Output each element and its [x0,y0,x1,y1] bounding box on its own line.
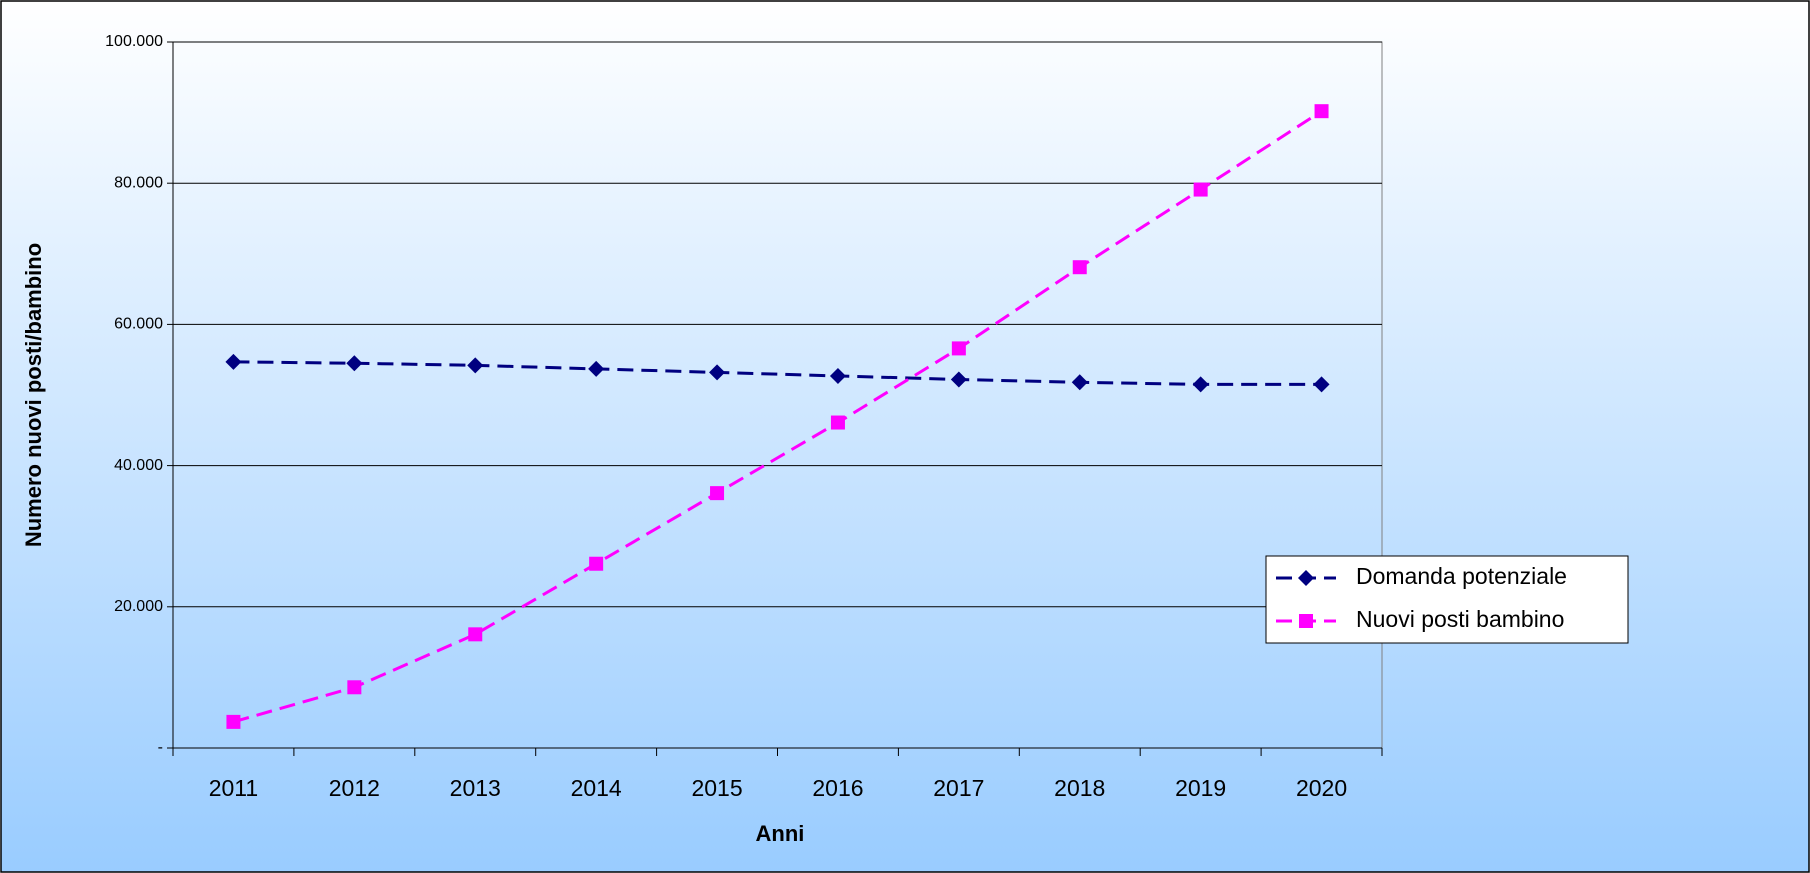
data-point [1194,183,1208,197]
x-tick-label: 2020 [1296,775,1347,801]
legend-marker [1299,614,1313,628]
x-tick-label: 2011 [209,775,258,801]
y-tick-label: - [158,739,163,756]
chart: Anni Numero nuovi posti/bambino - 20.000 4… [0,0,1810,873]
y-tick-label: 40.000 [114,457,163,474]
legend-label: Domanda potenziale [1356,563,1567,589]
data-point [710,486,724,500]
y-tick-label: 80.000 [114,174,163,191]
y-axis-title: Numero nuovi posti/bambino [21,243,46,547]
y-tick-label: 100.000 [105,33,163,50]
data-point [1315,104,1329,118]
x-tick-label: 2018 [1054,775,1105,801]
x-tick-label: 2019 [1175,775,1226,801]
y-tick-label: 20.000 [114,598,163,615]
x-tick-label: 2013 [450,775,501,801]
y-tick-label: 60.000 [114,316,163,333]
x-tick-label: 2014 [571,775,622,801]
x-tick-label: 2016 [812,775,863,801]
chart-background [1,1,1809,872]
data-point [831,416,845,430]
data-point [226,715,240,729]
x-tick-label: 2017 [933,775,984,801]
legend-label: Nuovi posti bambino [1356,606,1564,632]
data-point [1073,260,1087,274]
x-axis-title: Anni [756,821,805,846]
x-tick-label: 2012 [329,775,380,801]
data-point [589,557,603,571]
x-tick-label: 2015 [691,775,742,801]
data-point [468,627,482,641]
data-point [952,341,966,355]
data-point [347,680,361,694]
